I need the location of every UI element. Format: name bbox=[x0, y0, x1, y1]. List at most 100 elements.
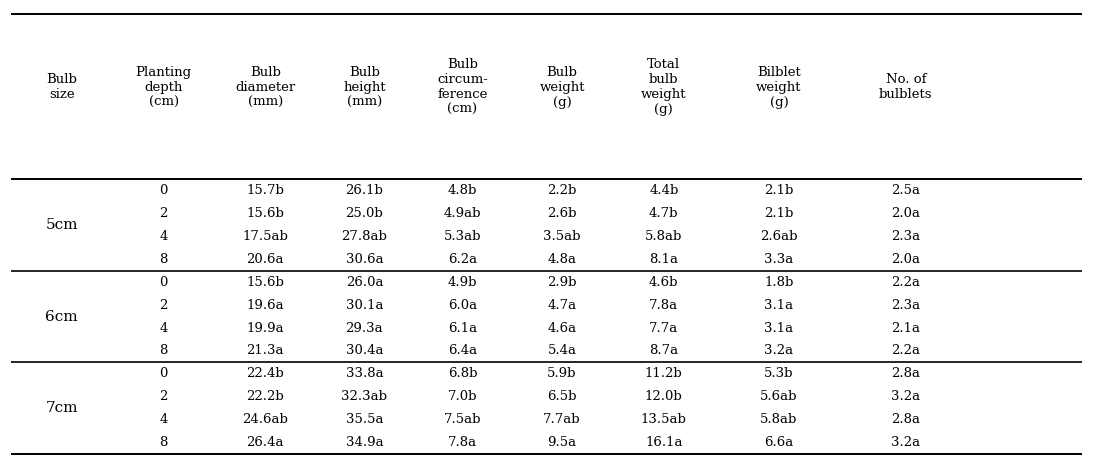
Text: 1.8b: 1.8b bbox=[764, 276, 794, 289]
Text: 6.2a: 6.2a bbox=[448, 253, 477, 266]
Text: 29.3a: 29.3a bbox=[345, 322, 384, 335]
Text: 30.1a: 30.1a bbox=[345, 299, 384, 312]
Text: 16.1a: 16.1a bbox=[645, 436, 682, 449]
Text: 2.1b: 2.1b bbox=[764, 184, 794, 197]
Text: 26.4a: 26.4a bbox=[247, 436, 284, 449]
Text: 30.6a: 30.6a bbox=[345, 253, 384, 266]
Text: 6cm: 6cm bbox=[46, 309, 78, 323]
Text: 2.2b: 2.2b bbox=[548, 184, 577, 197]
Text: 2.9b: 2.9b bbox=[548, 276, 577, 289]
Text: 5.9b: 5.9b bbox=[548, 367, 577, 380]
Text: 4.6b: 4.6b bbox=[649, 276, 679, 289]
Text: 3.5ab: 3.5ab bbox=[543, 230, 580, 243]
Text: 3.2a: 3.2a bbox=[891, 390, 920, 403]
Text: 7cm: 7cm bbox=[46, 401, 78, 415]
Text: 12.0b: 12.0b bbox=[645, 390, 683, 403]
Text: 2.0a: 2.0a bbox=[892, 253, 920, 266]
Text: 17.5ab: 17.5ab bbox=[243, 230, 289, 243]
Text: 2.8a: 2.8a bbox=[892, 367, 920, 380]
Text: 26.1b: 26.1b bbox=[345, 184, 384, 197]
Text: 3.2a: 3.2a bbox=[891, 436, 920, 449]
Text: 2.6b: 2.6b bbox=[548, 207, 577, 220]
Text: 4.7a: 4.7a bbox=[548, 299, 577, 312]
Text: 4: 4 bbox=[160, 230, 167, 243]
Text: 5.3ab: 5.3ab bbox=[444, 230, 481, 243]
Text: 3.1a: 3.1a bbox=[764, 322, 794, 335]
Text: 30.4a: 30.4a bbox=[345, 344, 384, 358]
Text: 6.6a: 6.6a bbox=[764, 436, 794, 449]
Text: 2.5a: 2.5a bbox=[892, 184, 920, 197]
Text: 2.6ab: 2.6ab bbox=[761, 230, 798, 243]
Text: 2.1a: 2.1a bbox=[892, 322, 920, 335]
Text: 5cm: 5cm bbox=[46, 218, 78, 232]
Text: 2.8a: 2.8a bbox=[892, 413, 920, 426]
Text: 5.3b: 5.3b bbox=[764, 367, 794, 380]
Text: 3.1a: 3.1a bbox=[764, 299, 794, 312]
Text: 2.2a: 2.2a bbox=[892, 276, 920, 289]
Text: 25.0b: 25.0b bbox=[345, 207, 384, 220]
Text: 26.0a: 26.0a bbox=[345, 276, 384, 289]
Text: Planting
depth
(cm): Planting depth (cm) bbox=[136, 66, 191, 109]
Text: 0: 0 bbox=[160, 367, 167, 380]
Text: 3.2a: 3.2a bbox=[764, 344, 794, 358]
Text: 9.5a: 9.5a bbox=[548, 436, 577, 449]
Text: 7.7a: 7.7a bbox=[649, 322, 679, 335]
Text: 3.3a: 3.3a bbox=[764, 253, 794, 266]
Text: Bulb
diameter
(mm): Bulb diameter (mm) bbox=[235, 66, 295, 109]
Text: 19.9a: 19.9a bbox=[247, 322, 284, 335]
Text: 15.7b: 15.7b bbox=[246, 184, 284, 197]
Text: 7.7ab: 7.7ab bbox=[543, 413, 580, 426]
Text: 32.3ab: 32.3ab bbox=[341, 390, 387, 403]
Text: 8: 8 bbox=[160, 344, 167, 358]
Text: 21.3a: 21.3a bbox=[247, 344, 284, 358]
Text: 8.7a: 8.7a bbox=[649, 344, 679, 358]
Text: 33.8a: 33.8a bbox=[345, 367, 384, 380]
Text: 4.7b: 4.7b bbox=[649, 207, 679, 220]
Text: 4: 4 bbox=[160, 322, 167, 335]
Text: 4.8b: 4.8b bbox=[448, 184, 478, 197]
Text: 7.8a: 7.8a bbox=[448, 436, 477, 449]
Text: 5.8ab: 5.8ab bbox=[761, 413, 798, 426]
Text: Bulb
weight
(g): Bulb weight (g) bbox=[539, 66, 585, 109]
Text: 6.0a: 6.0a bbox=[448, 299, 477, 312]
Text: 7.5ab: 7.5ab bbox=[444, 413, 481, 426]
Text: 34.9a: 34.9a bbox=[345, 436, 384, 449]
Text: Bilblet
weight
(g): Bilblet weight (g) bbox=[756, 66, 801, 109]
Text: 6.1a: 6.1a bbox=[448, 322, 477, 335]
Text: 8: 8 bbox=[160, 253, 167, 266]
Text: 2.3a: 2.3a bbox=[891, 230, 920, 243]
Text: 2: 2 bbox=[160, 299, 167, 312]
Text: 4.4b: 4.4b bbox=[649, 184, 679, 197]
Text: 8: 8 bbox=[160, 436, 167, 449]
Text: Total
bulb
weight
(g): Total bulb weight (g) bbox=[640, 58, 686, 116]
Text: 7.0b: 7.0b bbox=[448, 390, 478, 403]
Text: 4.8a: 4.8a bbox=[548, 253, 576, 266]
Text: 24.6ab: 24.6ab bbox=[243, 413, 289, 426]
Text: 22.4b: 22.4b bbox=[246, 367, 284, 380]
Text: 20.6a: 20.6a bbox=[247, 253, 284, 266]
Text: 4.9ab: 4.9ab bbox=[444, 207, 481, 220]
Text: 15.6b: 15.6b bbox=[246, 276, 284, 289]
Text: 0: 0 bbox=[160, 184, 167, 197]
Text: 35.5a: 35.5a bbox=[345, 413, 384, 426]
Text: 2.2a: 2.2a bbox=[892, 344, 920, 358]
Text: 15.6b: 15.6b bbox=[246, 207, 284, 220]
Text: 6.8b: 6.8b bbox=[448, 367, 478, 380]
Text: 7.8a: 7.8a bbox=[649, 299, 679, 312]
Text: 6.5b: 6.5b bbox=[548, 390, 577, 403]
Text: Bulb
circum-
ference
(cm): Bulb circum- ference (cm) bbox=[437, 58, 487, 116]
Text: 19.6a: 19.6a bbox=[247, 299, 284, 312]
Text: 2.3a: 2.3a bbox=[891, 299, 920, 312]
Text: 8.1a: 8.1a bbox=[649, 253, 679, 266]
Text: 0: 0 bbox=[160, 276, 167, 289]
Text: 2.1b: 2.1b bbox=[764, 207, 794, 220]
Text: 13.5ab: 13.5ab bbox=[640, 413, 686, 426]
Text: 4: 4 bbox=[160, 413, 167, 426]
Text: 27.8ab: 27.8ab bbox=[341, 230, 387, 243]
Text: 5.6ab: 5.6ab bbox=[761, 390, 798, 403]
Text: Bulb
size: Bulb size bbox=[46, 73, 78, 101]
Text: 11.2b: 11.2b bbox=[645, 367, 683, 380]
Text: 4.6a: 4.6a bbox=[548, 322, 577, 335]
Text: 22.2b: 22.2b bbox=[246, 390, 284, 403]
Text: Bulb
height
(mm): Bulb height (mm) bbox=[343, 66, 386, 109]
